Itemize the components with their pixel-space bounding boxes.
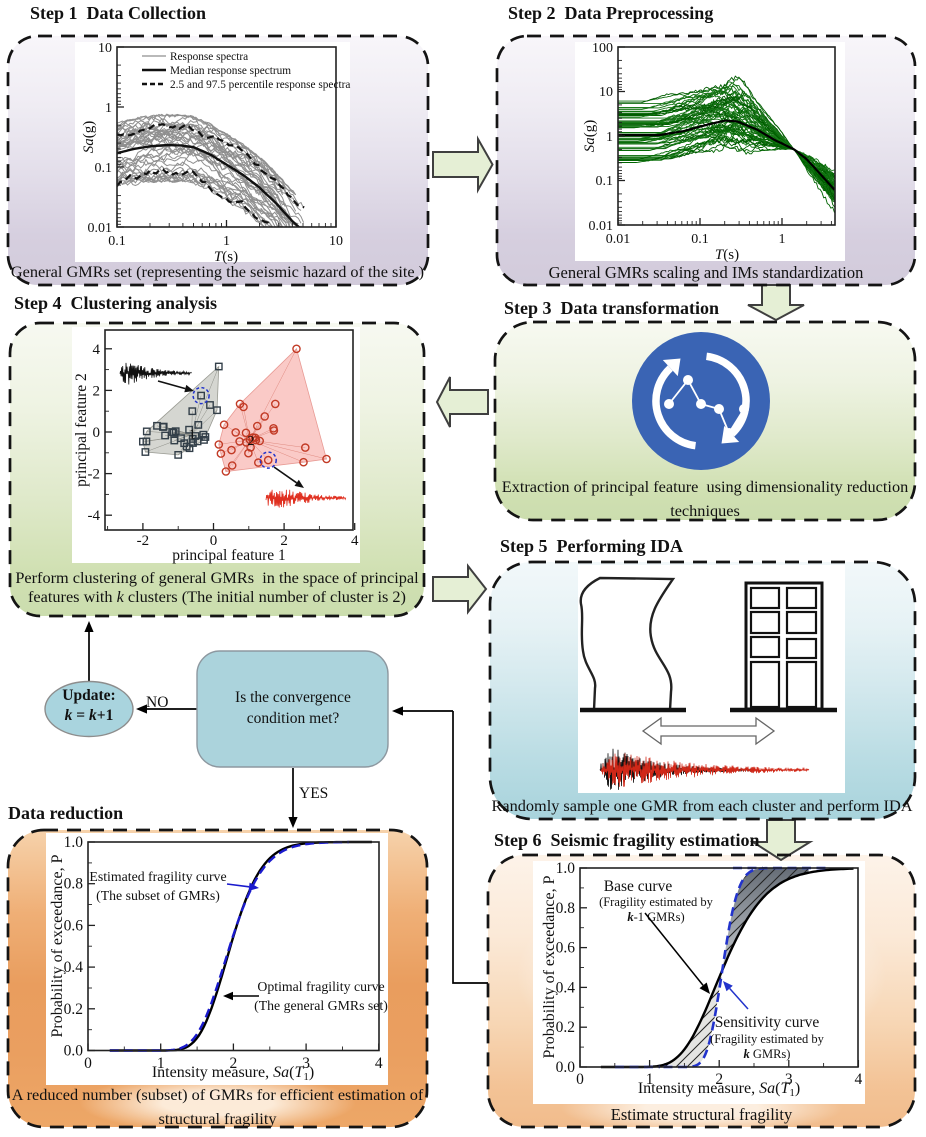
- svg-text:10: 10: [599, 85, 613, 100]
- svg-text:principal feature 2: principal feature 2: [73, 373, 90, 487]
- svg-text:0: 0: [84, 1055, 92, 1072]
- svg-text:T(s): T(s): [715, 247, 739, 263]
- svg-text:0.4: 0.4: [64, 959, 84, 976]
- svg-text:0.8: 0.8: [556, 900, 576, 917]
- svg-text:0.1: 0.1: [596, 174, 614, 189]
- svg-text:1: 1: [157, 1055, 165, 1072]
- svg-text:2: 2: [280, 533, 288, 549]
- svg-text:4: 4: [351, 533, 359, 549]
- svg-text:-4: -4: [88, 508, 101, 524]
- svg-text:principal feature 1: principal feature 1: [172, 547, 286, 564]
- svg-text:10: 10: [98, 41, 112, 56]
- svg-text:0.2: 0.2: [64, 1001, 83, 1018]
- svg-text:1: 1: [189, 428, 196, 443]
- svg-text:0.6: 0.6: [556, 940, 576, 957]
- svg-text:2.5 and 97.5 percentile respon: 2.5 and 97.5 percentile response spectra: [170, 79, 350, 91]
- svg-text:Estimated fragility curve: Estimated fragility curve: [89, 869, 226, 884]
- svg-text:0.4: 0.4: [556, 979, 576, 996]
- svg-text:Response spectra: Response spectra: [170, 51, 248, 63]
- svg-text:0.1: 0.1: [108, 234, 126, 249]
- svg-text:Sa(g): Sa(g): [582, 120, 598, 153]
- svg-text:0.8: 0.8: [64, 876, 84, 893]
- svg-text:2: 2: [248, 434, 255, 449]
- svg-text:1: 1: [223, 234, 230, 249]
- svg-text:1.0: 1.0: [64, 834, 84, 851]
- svg-text:2: 2: [93, 383, 101, 399]
- svg-text:1: 1: [105, 101, 112, 116]
- svg-text:0.2: 0.2: [556, 1019, 575, 1036]
- svg-text:1: 1: [606, 130, 613, 145]
- svg-text:0.1: 0.1: [691, 232, 709, 247]
- svg-text:1.0: 1.0: [556, 860, 576, 877]
- svg-text:2: 2: [715, 1071, 723, 1088]
- svg-text:0.01: 0.01: [606, 232, 631, 247]
- svg-text:0.6: 0.6: [64, 917, 84, 934]
- svg-text:-2: -2: [88, 467, 101, 483]
- svg-text:4: 4: [375, 1055, 383, 1072]
- svg-text:(The general GMRs set): (The general GMRs set): [254, 998, 388, 1014]
- svg-text:Base curve: Base curve: [604, 878, 673, 895]
- svg-text:(The subset of GMRs): (The subset of GMRs): [96, 888, 220, 904]
- svg-text:10: 10: [329, 234, 343, 249]
- svg-text:0: 0: [210, 533, 218, 549]
- svg-text:0.01: 0.01: [589, 219, 614, 234]
- svg-text:0: 0: [93, 425, 101, 441]
- svg-text:k GMRs): k GMRs): [744, 1047, 791, 1061]
- svg-text:100: 100: [592, 41, 613, 56]
- svg-text:4: 4: [93, 342, 101, 358]
- svg-text:4: 4: [855, 1071, 863, 1088]
- svg-text:0.01: 0.01: [88, 221, 113, 236]
- svg-text:0: 0: [576, 1071, 584, 1088]
- svg-text:Intensity measure, Sa(T1): Intensity measure, Sa(T1): [152, 1064, 314, 1083]
- svg-text:3: 3: [785, 1071, 793, 1088]
- svg-text:1: 1: [646, 1071, 654, 1088]
- svg-text:Median response spectrum: Median response spectrum: [170, 65, 291, 77]
- svg-text:Optimal fragility curve: Optimal fragility curve: [257, 979, 384, 994]
- svg-text:1: 1: [779, 232, 786, 247]
- svg-text:2: 2: [230, 1055, 238, 1072]
- svg-text:3: 3: [302, 1055, 310, 1072]
- svg-text:Probability of exceedance, P: Probability of exceedance, P: [541, 875, 558, 1058]
- svg-text:Probability of exceedance, P: Probability of exceedance, P: [49, 854, 66, 1037]
- svg-text:k-1 GMRs): k-1 GMRs): [627, 910, 684, 924]
- svg-text:Intensity measure, Sa(T1): Intensity measure, Sa(T1): [638, 1080, 800, 1099]
- svg-text:0.1: 0.1: [95, 161, 113, 176]
- svg-text:0.0: 0.0: [64, 1043, 84, 1060]
- svg-text:Sensitivity curve: Sensitivity curve: [715, 1014, 820, 1031]
- svg-text:Sa(g): Sa(g): [81, 121, 97, 154]
- svg-text:0.0: 0.0: [556, 1059, 576, 1076]
- svg-text:(Fragility estimated by: (Fragility estimated by: [599, 895, 714, 909]
- svg-text:-2: -2: [137, 533, 150, 549]
- svg-text:T(s): T(s): [214, 249, 238, 265]
- svg-text:(Fragility estimated by: (Fragility estimated by: [710, 1032, 825, 1046]
